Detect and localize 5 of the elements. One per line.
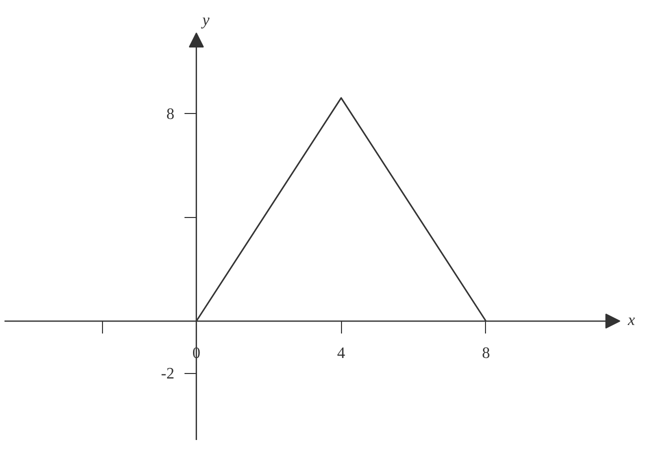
x-tick-label: 8 <box>482 345 490 362</box>
y-axis-title: y <box>200 12 210 30</box>
x-tick-label: 4 <box>337 345 346 362</box>
y-tick-label: -2 <box>161 366 174 383</box>
x-axis-title: x <box>626 312 635 330</box>
